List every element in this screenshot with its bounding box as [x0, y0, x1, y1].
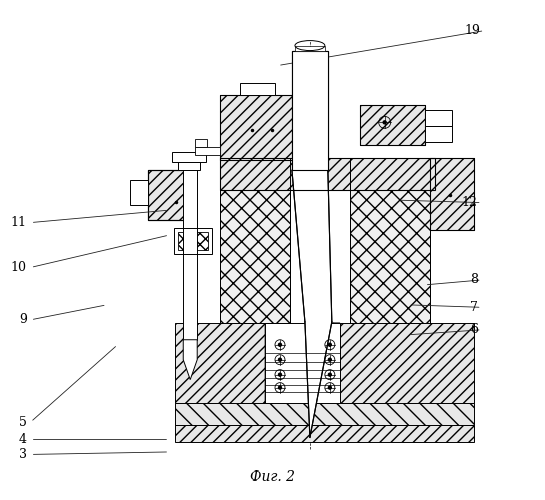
Bar: [220, 158, 434, 190]
Circle shape: [278, 343, 281, 346]
Polygon shape: [265, 323, 302, 402]
Bar: [220, 96, 300, 160]
Bar: [340, 323, 475, 402]
Bar: [429, 158, 475, 230]
Bar: [178, 232, 208, 250]
Text: 10: 10: [11, 261, 27, 274]
Bar: [220, 158, 290, 190]
Text: 9: 9: [19, 314, 27, 326]
Bar: [130, 180, 148, 205]
Bar: [350, 190, 429, 323]
Bar: [172, 152, 206, 162]
Bar: [195, 140, 207, 147]
Circle shape: [328, 373, 331, 376]
Bar: [350, 190, 429, 323]
Bar: [429, 158, 475, 230]
Polygon shape: [292, 170, 332, 437]
Bar: [220, 96, 300, 160]
Circle shape: [328, 343, 331, 346]
Text: 5: 5: [19, 416, 27, 428]
Text: 12: 12: [462, 196, 478, 209]
Text: Фиг. 2: Фиг. 2: [250, 470, 295, 484]
Text: 19: 19: [464, 24, 481, 37]
Circle shape: [278, 358, 281, 361]
Circle shape: [328, 386, 331, 389]
Text: 11: 11: [11, 216, 27, 229]
Bar: [175, 424, 475, 442]
Circle shape: [278, 373, 281, 376]
Text: 6: 6: [470, 324, 478, 336]
Text: 4: 4: [19, 433, 27, 446]
Polygon shape: [183, 340, 197, 380]
Bar: [178, 162, 200, 170]
Bar: [183, 170, 197, 340]
Bar: [220, 190, 290, 323]
Circle shape: [383, 121, 386, 124]
Bar: [425, 126, 452, 142]
Bar: [265, 323, 340, 402]
Bar: [350, 158, 429, 190]
Bar: [360, 106, 425, 146]
Bar: [350, 158, 429, 190]
Bar: [195, 148, 220, 156]
Text: 3: 3: [19, 448, 27, 461]
Bar: [360, 106, 425, 146]
Circle shape: [328, 358, 331, 361]
Text: 8: 8: [470, 274, 478, 286]
Bar: [148, 170, 196, 220]
Bar: [220, 190, 290, 323]
Circle shape: [278, 386, 281, 389]
Bar: [175, 402, 475, 424]
Bar: [175, 323, 265, 402]
Text: 7: 7: [470, 301, 478, 314]
Bar: [425, 110, 452, 126]
Bar: [220, 158, 434, 190]
Bar: [240, 84, 275, 96]
Bar: [174, 228, 212, 254]
Bar: [295, 46, 325, 51]
Bar: [292, 50, 328, 170]
Polygon shape: [318, 323, 340, 402]
Bar: [292, 50, 328, 170]
Bar: [148, 170, 196, 220]
